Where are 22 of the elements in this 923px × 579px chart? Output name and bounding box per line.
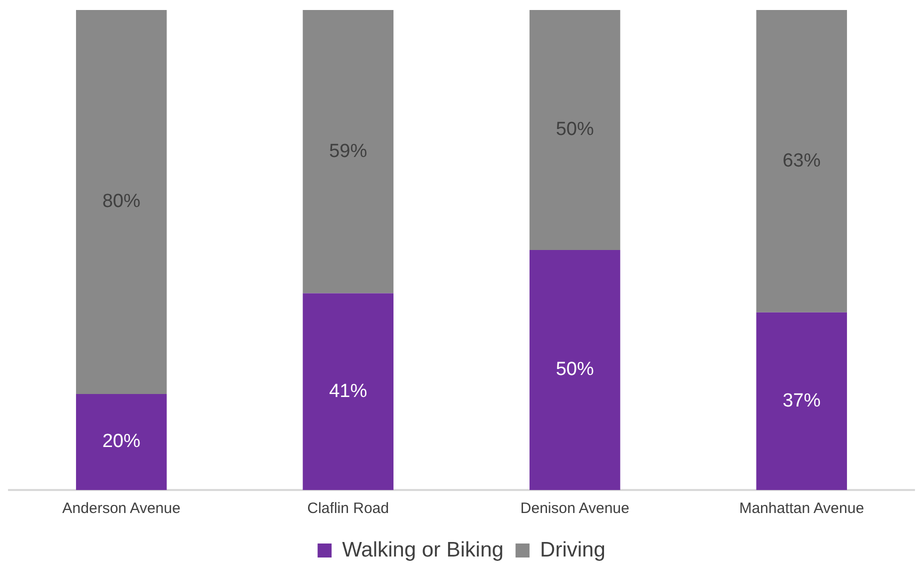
data-label: 50% bbox=[556, 119, 594, 140]
bar bbox=[530, 10, 620, 250]
data-label: 59% bbox=[329, 140, 368, 162]
data-label: 63% bbox=[782, 150, 821, 172]
legend-label: Driving bbox=[540, 538, 606, 562]
x-tick-label: Claflin Road bbox=[307, 500, 389, 518]
data-label: 37% bbox=[782, 390, 821, 412]
x-tick-label: Anderson Avenue bbox=[62, 500, 180, 518]
data-label: 41% bbox=[329, 380, 368, 402]
bar bbox=[756, 312, 847, 490]
bar bbox=[76, 10, 167, 394]
bar bbox=[302, 10, 394, 294]
x-tick-label: Manhattan Avenue bbox=[739, 500, 864, 518]
data-label: 20% bbox=[102, 431, 140, 452]
legend-label: Walking or Biking bbox=[342, 538, 504, 562]
bar bbox=[76, 394, 167, 490]
x-tick-label: Denison Avenue bbox=[520, 500, 630, 518]
bar bbox=[756, 10, 847, 312]
bar bbox=[302, 293, 394, 490]
data-label: 50% bbox=[556, 359, 594, 380]
data-label: 80% bbox=[102, 191, 140, 212]
bar bbox=[530, 250, 620, 490]
